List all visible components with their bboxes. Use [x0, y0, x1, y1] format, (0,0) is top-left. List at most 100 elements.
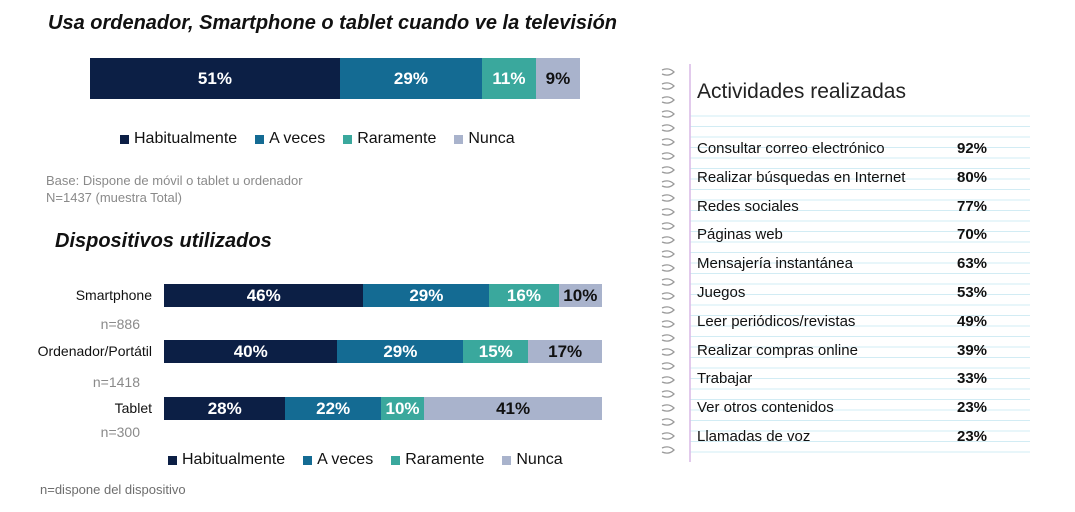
activity-label: Páginas web: [697, 226, 783, 244]
device-bar-segment-nunca: 10%: [558, 284, 602, 307]
activity-label: Llamadas de voz: [697, 428, 811, 445]
activity-row: Llamadas de voz 23%: [697, 428, 997, 445]
legend-swatch: [255, 134, 265, 144]
notebook-ring: [661, 306, 675, 314]
legend-swatch: [303, 455, 313, 465]
device-bar-segment-raramente: 16%: [489, 284, 559, 307]
legend-item-a-veces: A veces: [255, 130, 325, 148]
activity-row: Realizar búsquedas en Internet 80%: [697, 169, 997, 186]
usage-bar-segment-a-veces: 29%: [339, 58, 482, 99]
activity-row: Leer periódicos/revistas 49%: [697, 313, 997, 330]
device-bar-segment-habitualmente: 40%: [164, 340, 338, 363]
activities-title: Actividades realizadas: [697, 80, 906, 103]
legend-swatch: [502, 455, 512, 465]
legend-swatch: [454, 134, 464, 144]
notebook-ring: [661, 362, 675, 370]
activity-label: Mensajería instantánea: [697, 255, 853, 273]
device-bar: 28% 22% 10% 41%: [164, 397, 602, 420]
activity-row: Consultar correo electrónico 92%: [697, 140, 997, 157]
notebook-ring: [661, 432, 675, 440]
legend-item-a-veces: A veces: [303, 451, 373, 469]
device-bar-segment-nunca: 17%: [528, 340, 602, 363]
legend-label: A veces: [317, 451, 374, 468]
device-bar-segment-a-veces: 29%: [337, 340, 464, 363]
notebook-ring: [661, 376, 675, 384]
activity-value: 92%: [957, 140, 988, 157]
legend-item-nunca: Nunca: [454, 130, 515, 148]
notebook-ring: [661, 390, 675, 398]
base-note: Base: Dispone de móvil o tablet u ordena…: [46, 172, 303, 206]
activity-value: 63%: [957, 255, 988, 273]
usage-bar-segment-nunca: 9%: [535, 58, 580, 99]
notebook-lines: [661, 64, 1030, 462]
activity-label: Leer periódicos/revistas: [697, 312, 856, 330]
device-bar-segment-habitualmente: 28%: [164, 397, 286, 420]
activity-row: Ver otros contenidos 23%: [697, 399, 997, 416]
notebook-ring: [661, 236, 675, 244]
legend-label: Raramente: [405, 451, 485, 468]
device-n-label: n=1418: [92, 374, 140, 390]
legend-swatch: [120, 134, 129, 144]
device-bar-segment-habitualmente: 46%: [164, 284, 364, 307]
legend-item-habitualmente: Habitualmente: [120, 130, 237, 148]
base-note-line1: Base: Dispone de móvil o tablet u ordena…: [46, 173, 303, 188]
notebook-ring: [661, 110, 675, 118]
legend-label: Habitualmente: [182, 451, 286, 468]
legend-label: Raramente: [357, 130, 437, 147]
legend-devices: Habitualmente A veces Raramente Nunca: [168, 451, 581, 469]
activity-row: Páginas web 70%: [697, 226, 997, 243]
activity-row: Juegos 53%: [697, 284, 997, 301]
activity-value: 53%: [957, 284, 988, 301]
legend-label: Habitualmente: [134, 130, 238, 147]
activity-value: 49%: [957, 312, 988, 330]
chart-title-usage: Usa ordenador, Smartphone o tablet cuand…: [48, 12, 618, 34]
usage-stacked-bar: 51% 29% 11% 9%: [90, 58, 580, 99]
device-bar-segment-a-veces: 29%: [363, 284, 490, 307]
legend-item-raramente: Raramente: [343, 130, 436, 148]
notebook-ring: [661, 348, 675, 356]
activity-label: Juegos: [697, 284, 746, 301]
legend-label: A veces: [269, 130, 326, 147]
notebook-ring: [661, 166, 675, 174]
activity-value: 33%: [957, 370, 988, 388]
activity-label: Realizar búsquedas en Internet: [697, 168, 906, 186]
device-label: Smartphone: [75, 287, 152, 303]
notebook-ring: [661, 68, 675, 76]
notebook-ring: [661, 418, 675, 426]
activity-label: Redes sociales: [697, 197, 799, 215]
notebook-ring: [661, 138, 675, 146]
notebook-ring: [661, 404, 675, 412]
notebook-ring: [661, 208, 675, 216]
activity-value: 39%: [957, 341, 988, 359]
activity-row: Redes sociales 77%: [697, 198, 997, 215]
device-bar: 40% 29% 15% 17%: [164, 340, 602, 363]
device-bar-segment-raramente: 15%: [463, 340, 529, 363]
base-note-line2: N=1437 (muestra Total): [46, 190, 182, 205]
device-bar: 46% 29% 16% 10%: [164, 284, 602, 307]
legend-item-habitualmente: Habitualmente: [168, 451, 285, 469]
usage-bar-segment-habitualmente: 51%: [90, 58, 340, 99]
activity-label: Consultar correo electrónico: [697, 140, 885, 157]
notebook-ring: [661, 320, 675, 328]
legend-label: Nunca: [468, 130, 515, 147]
legend-item-nunca: Nunca: [502, 451, 563, 469]
activity-value: 23%: [957, 428, 988, 445]
legend-swatch: [343, 134, 353, 144]
device-bar-segment-a-veces: 22%: [285, 397, 381, 420]
activity-value: 70%: [957, 226, 988, 244]
notebook-ring: [661, 194, 675, 202]
device-n-label: n=886: [100, 316, 140, 332]
notebook-ring: [661, 278, 675, 286]
notebook-ring: [661, 250, 675, 258]
notebook-ring: [661, 334, 675, 342]
activity-row: Mensajería instantánea 63%: [697, 255, 997, 272]
notebook-ring: [661, 180, 675, 188]
legend-label: Nunca: [516, 451, 563, 468]
chart-title-devices: Dispositivos utilizados: [55, 230, 272, 252]
device-bar-segment-nunca: 41%: [424, 397, 602, 420]
activities-notebook: Actividades realizadas Consultar correo …: [660, 64, 1030, 462]
activity-value: 80%: [957, 168, 988, 186]
legend-swatch: [391, 455, 401, 465]
activity-row: Realizar compras online 39%: [697, 342, 997, 359]
notebook-ring: [661, 152, 675, 160]
